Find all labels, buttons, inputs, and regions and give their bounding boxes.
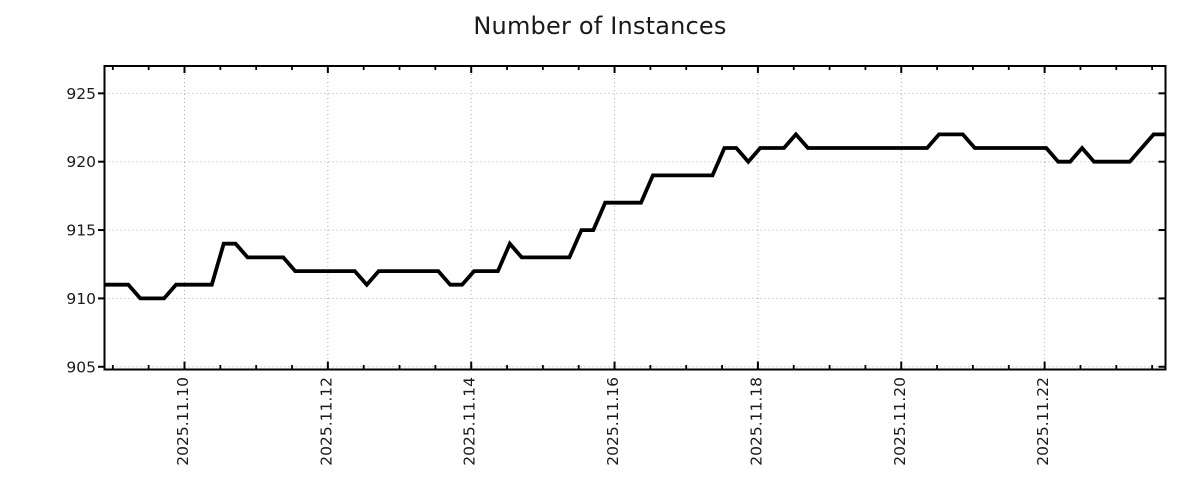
y-tick-label: 925	[66, 85, 96, 103]
x-tick-label: 2025.11.16	[604, 377, 622, 466]
data-polyline	[104, 131, 1166, 301]
y-tick-label: 910	[66, 290, 96, 308]
x-tick-label: 2025.11.20	[891, 377, 909, 466]
y-tick-label: 920	[66, 153, 96, 171]
x-tick-label: 2025.11.14	[461, 377, 479, 466]
x-tick-label: 2025.11.10	[174, 377, 192, 466]
chart-title: Number of Instances	[473, 12, 727, 40]
axis-box	[103, 65, 1167, 371]
y-tick-label: 905	[66, 358, 96, 376]
x-tick-label: 2025.11.18	[747, 377, 765, 466]
x-tick-label: 2025.11.12	[317, 377, 335, 466]
y-tick-label: 915	[66, 222, 96, 240]
x-tick-label: 2025.11.22	[1034, 377, 1052, 466]
